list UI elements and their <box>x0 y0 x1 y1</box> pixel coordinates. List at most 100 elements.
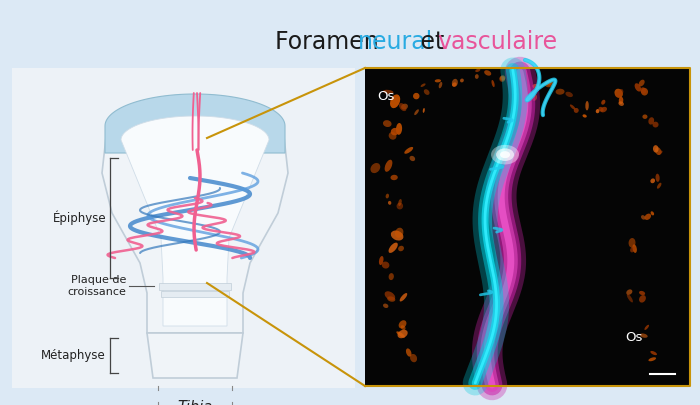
Ellipse shape <box>630 247 635 252</box>
Ellipse shape <box>399 103 407 111</box>
Ellipse shape <box>570 104 575 110</box>
Ellipse shape <box>585 101 589 111</box>
Ellipse shape <box>657 183 661 189</box>
Ellipse shape <box>398 330 407 338</box>
Ellipse shape <box>639 291 645 295</box>
Text: Métaphyse: Métaphyse <box>41 349 106 362</box>
Ellipse shape <box>635 83 641 92</box>
Ellipse shape <box>397 202 403 209</box>
Ellipse shape <box>384 160 393 172</box>
Ellipse shape <box>574 108 579 113</box>
Ellipse shape <box>386 194 389 198</box>
Ellipse shape <box>655 147 662 155</box>
Ellipse shape <box>475 74 479 79</box>
Ellipse shape <box>618 101 624 106</box>
Ellipse shape <box>460 79 464 82</box>
Ellipse shape <box>370 163 380 173</box>
Ellipse shape <box>643 115 648 119</box>
Ellipse shape <box>413 93 419 99</box>
Ellipse shape <box>414 109 419 115</box>
Polygon shape <box>161 291 229 297</box>
Ellipse shape <box>601 100 606 105</box>
Ellipse shape <box>650 351 657 355</box>
Ellipse shape <box>645 325 649 330</box>
Ellipse shape <box>387 296 395 302</box>
Ellipse shape <box>452 82 456 87</box>
Ellipse shape <box>532 94 537 101</box>
Ellipse shape <box>410 354 417 362</box>
Ellipse shape <box>400 325 405 330</box>
Ellipse shape <box>398 320 407 328</box>
Text: Os: Os <box>377 90 394 103</box>
Ellipse shape <box>491 145 519 164</box>
Ellipse shape <box>650 211 654 215</box>
Ellipse shape <box>545 80 553 87</box>
Ellipse shape <box>648 117 654 125</box>
Ellipse shape <box>439 82 442 88</box>
Bar <box>365 68 690 386</box>
Text: vasculaire: vasculaire <box>437 30 557 54</box>
Ellipse shape <box>598 107 603 112</box>
Ellipse shape <box>410 156 415 161</box>
Ellipse shape <box>582 114 587 117</box>
Ellipse shape <box>601 107 607 112</box>
Ellipse shape <box>406 348 412 357</box>
Ellipse shape <box>500 151 510 158</box>
Ellipse shape <box>500 75 505 81</box>
Ellipse shape <box>652 122 659 128</box>
Ellipse shape <box>398 246 404 251</box>
Ellipse shape <box>388 201 391 205</box>
Ellipse shape <box>626 290 632 295</box>
Ellipse shape <box>484 70 491 76</box>
Ellipse shape <box>491 80 495 87</box>
Polygon shape <box>102 96 288 333</box>
Ellipse shape <box>641 88 648 96</box>
Ellipse shape <box>475 69 480 72</box>
Polygon shape <box>105 94 285 153</box>
Text: Plaque de
croissance: Plaque de croissance <box>67 275 126 297</box>
Ellipse shape <box>435 79 441 82</box>
Text: Os: Os <box>625 331 643 344</box>
Ellipse shape <box>398 199 402 206</box>
Ellipse shape <box>391 230 403 241</box>
Ellipse shape <box>423 108 425 113</box>
Text: Épiphyse: Épiphyse <box>52 211 106 225</box>
Text: Tibia: Tibia <box>177 400 213 405</box>
Ellipse shape <box>391 175 398 180</box>
Ellipse shape <box>532 84 541 89</box>
Ellipse shape <box>496 148 514 161</box>
Ellipse shape <box>400 293 407 301</box>
Polygon shape <box>147 333 243 378</box>
Ellipse shape <box>383 304 389 308</box>
Ellipse shape <box>638 80 645 86</box>
Ellipse shape <box>383 90 393 94</box>
Ellipse shape <box>424 89 430 95</box>
Ellipse shape <box>657 151 662 155</box>
Polygon shape <box>121 116 269 326</box>
Ellipse shape <box>391 128 399 135</box>
Ellipse shape <box>384 291 395 300</box>
Ellipse shape <box>655 174 659 182</box>
Ellipse shape <box>639 295 646 303</box>
Ellipse shape <box>648 357 656 361</box>
Ellipse shape <box>389 132 396 140</box>
Ellipse shape <box>499 76 505 82</box>
Ellipse shape <box>405 147 413 154</box>
Ellipse shape <box>389 243 398 253</box>
Ellipse shape <box>619 97 623 104</box>
FancyBboxPatch shape <box>12 68 355 388</box>
Ellipse shape <box>546 81 552 85</box>
Ellipse shape <box>615 89 623 97</box>
Ellipse shape <box>452 79 458 87</box>
Ellipse shape <box>615 89 623 98</box>
Ellipse shape <box>389 273 394 280</box>
Ellipse shape <box>383 120 391 127</box>
Ellipse shape <box>395 228 403 238</box>
Ellipse shape <box>421 83 426 87</box>
Ellipse shape <box>382 262 389 269</box>
Ellipse shape <box>653 145 659 153</box>
Ellipse shape <box>401 104 408 110</box>
Ellipse shape <box>390 94 400 108</box>
Text: et: et <box>413 30 452 54</box>
Ellipse shape <box>556 89 565 95</box>
